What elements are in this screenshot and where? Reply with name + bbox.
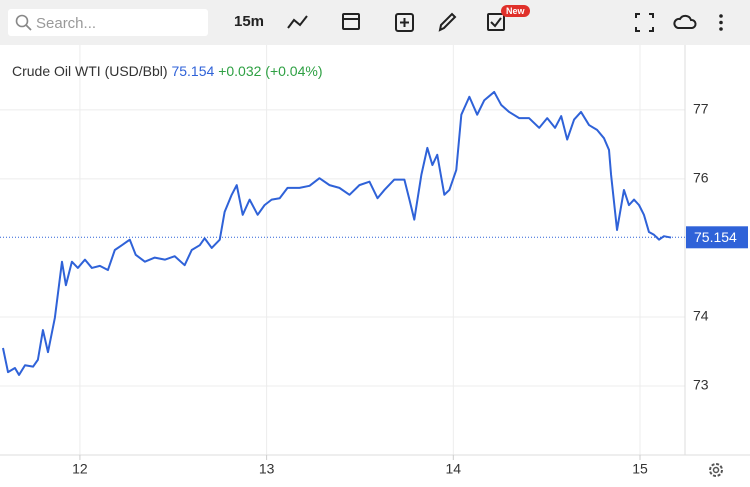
- more-icon[interactable]: [719, 14, 723, 31]
- add-icon[interactable]: [395, 13, 414, 32]
- last-value: 75.154: [171, 63, 215, 79]
- toolbar: Search... 15m New: [0, 0, 750, 45]
- price-line: [2, 90, 672, 376]
- indicator-icon[interactable]: [287, 15, 308, 29]
- x-tick-label: 13: [259, 461, 275, 477]
- change: +0.032 (+0.04%): [218, 63, 323, 79]
- fullscreen-icon[interactable]: [635, 13, 654, 32]
- calendar-icon[interactable]: [342, 13, 360, 30]
- chart-header: Crude Oil WTI (USD/Bbl) 75.154 +0.032 (+…: [12, 63, 322, 79]
- search-box[interactable]: Search...: [8, 9, 208, 36]
- y-tick-label: 76: [693, 170, 709, 186]
- x-tick-label: 15: [632, 461, 648, 477]
- x-tick-label: 14: [446, 461, 462, 477]
- y-tick-label: 73: [693, 377, 709, 393]
- chart-title: Crude Oil WTI (USD/Bbl): [12, 63, 168, 79]
- last-value-tag-label: 75.154: [694, 229, 737, 245]
- settings-icon[interactable]: [709, 463, 723, 477]
- search-icon: [15, 14, 32, 31]
- plot: 73 74 76 77 12 13 14 15 75.154: [0, 90, 748, 477]
- x-tick-label: 12: [72, 461, 88, 477]
- last-value-tag: [686, 226, 748, 249]
- alert-icon[interactable]: [487, 13, 505, 31]
- interval-button[interactable]: 15m: [234, 13, 265, 30]
- y-tick-label: 77: [693, 101, 709, 117]
- search-placeholder: Search...: [36, 15, 97, 32]
- save-icon[interactable]: [673, 14, 697, 29]
- new-badge: New: [501, 5, 530, 17]
- draw-icon[interactable]: [438, 12, 457, 32]
- y-tick-label: 74: [693, 308, 709, 324]
